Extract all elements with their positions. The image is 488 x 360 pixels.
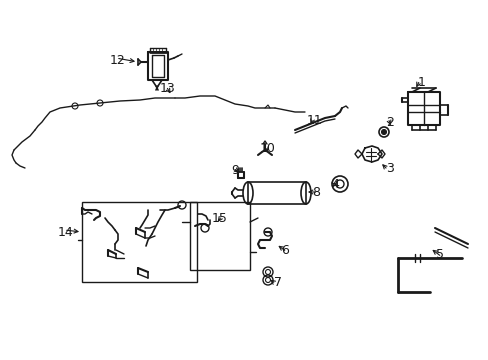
Text: 11: 11 xyxy=(306,113,322,126)
Circle shape xyxy=(381,130,386,135)
Bar xyxy=(190,202,249,270)
Text: 13: 13 xyxy=(160,81,176,94)
Text: 8: 8 xyxy=(311,185,319,198)
Text: 4: 4 xyxy=(330,179,338,192)
Text: 10: 10 xyxy=(260,141,275,154)
Bar xyxy=(82,202,197,282)
Text: 12: 12 xyxy=(110,54,125,67)
Text: 6: 6 xyxy=(281,243,288,256)
Text: 15: 15 xyxy=(212,211,227,225)
Text: 9: 9 xyxy=(231,163,239,176)
Text: 3: 3 xyxy=(385,162,393,175)
Text: 1: 1 xyxy=(417,76,425,89)
Bar xyxy=(247,182,305,204)
Text: 2: 2 xyxy=(385,116,393,129)
Text: 7: 7 xyxy=(273,275,282,288)
Text: 14: 14 xyxy=(58,225,74,238)
Text: 5: 5 xyxy=(435,248,443,261)
